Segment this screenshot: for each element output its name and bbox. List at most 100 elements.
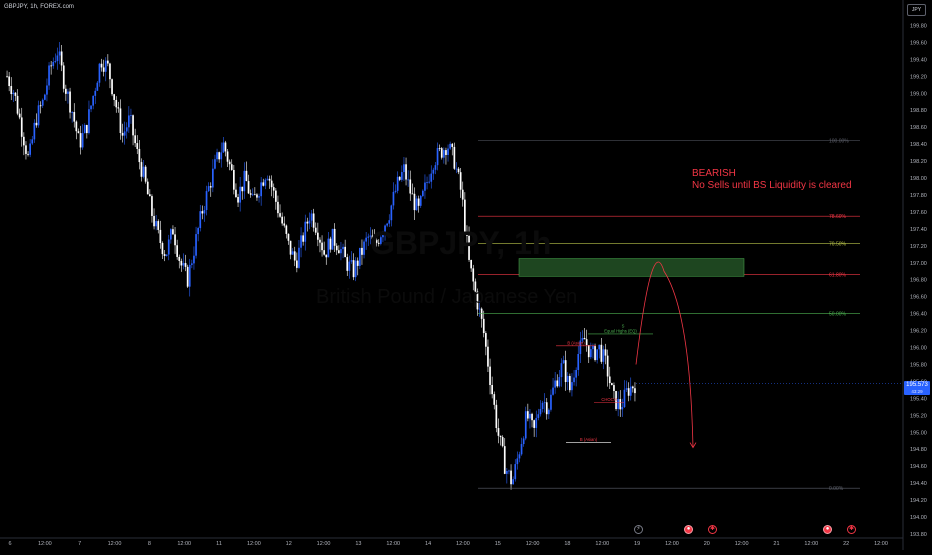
candle-body bbox=[20, 117, 23, 137]
candle-body bbox=[323, 250, 325, 255]
candle-body bbox=[111, 79, 113, 95]
candle-body bbox=[569, 375, 571, 391]
candle-body bbox=[453, 146, 456, 169]
candle-body bbox=[432, 169, 435, 174]
candle-body bbox=[415, 198, 418, 211]
candle-body bbox=[209, 186, 212, 188]
candle-body bbox=[478, 308, 481, 310]
price-tick-label: 196.80 bbox=[910, 278, 927, 284]
candle-body bbox=[226, 151, 229, 162]
candle-body bbox=[157, 221, 160, 230]
candle-body bbox=[281, 216, 283, 224]
fib-level-label: 100.00% bbox=[829, 139, 849, 145]
time-tick-label: 13 bbox=[355, 541, 361, 547]
fib-level-label: 61.80% bbox=[829, 273, 847, 279]
candle-body bbox=[23, 136, 25, 146]
candle-body bbox=[119, 108, 122, 133]
price-tick-label: 196.00 bbox=[910, 346, 927, 352]
candle-body bbox=[493, 394, 496, 405]
candle-body bbox=[31, 139, 34, 144]
time-tick-label: 12:00 bbox=[247, 541, 261, 547]
candle-body bbox=[512, 479, 514, 485]
candle-body bbox=[495, 404, 498, 429]
candle-body bbox=[556, 380, 559, 387]
price-tick-label: 199.40 bbox=[910, 57, 927, 63]
candle-body bbox=[499, 435, 502, 438]
candle-body bbox=[531, 413, 533, 421]
candle-body bbox=[170, 229, 172, 240]
candle-body bbox=[575, 369, 577, 378]
candle-body bbox=[447, 148, 449, 155]
currency-badge[interactable]: JPY bbox=[907, 4, 926, 16]
candle-body bbox=[476, 291, 479, 310]
lightning-icon[interactable]: ⚡ bbox=[634, 525, 643, 534]
price-tick-label: 197.80 bbox=[910, 193, 927, 199]
candle-body bbox=[510, 470, 512, 485]
candle-body bbox=[176, 245, 178, 257]
candles-layer bbox=[6, 42, 636, 490]
candle-body bbox=[564, 360, 567, 383]
candle-body bbox=[560, 363, 563, 378]
candle-body bbox=[52, 61, 55, 67]
candle-body bbox=[184, 263, 187, 267]
price-tick-label: 198.60 bbox=[910, 125, 927, 131]
candle-body bbox=[331, 228, 334, 250]
candle-body bbox=[243, 170, 246, 192]
candle-body bbox=[466, 231, 468, 236]
candle-body bbox=[613, 385, 615, 392]
candle-body bbox=[155, 221, 157, 227]
candle-body bbox=[191, 263, 193, 265]
candle-body bbox=[455, 168, 458, 170]
candle-body bbox=[409, 179, 412, 194]
candle-body bbox=[140, 162, 143, 177]
candle-body bbox=[354, 260, 357, 278]
price-tick-label: 199.60 bbox=[910, 40, 927, 46]
candle-body bbox=[382, 233, 384, 238]
candle-body bbox=[634, 388, 636, 394]
candle-body bbox=[497, 428, 500, 436]
economic-event-icon[interactable]: ✱ bbox=[708, 525, 717, 534]
candle-body bbox=[527, 411, 529, 419]
economic-event-icon[interactable]: ● bbox=[684, 525, 693, 534]
candle-body bbox=[333, 228, 336, 246]
price-tick-label: 195.80 bbox=[910, 362, 927, 368]
bearish-annotation[interactable]: BEARISH No Sells until BS Liquidity is c… bbox=[692, 168, 852, 192]
time-tick-label: 6 bbox=[8, 541, 11, 547]
economic-event-icon[interactable]: ✱ bbox=[847, 525, 856, 534]
time-tick-label: 21 bbox=[773, 541, 779, 547]
candle-body bbox=[149, 194, 151, 197]
candle-body bbox=[470, 259, 472, 269]
candle-body bbox=[600, 344, 603, 362]
candle-body bbox=[482, 318, 485, 334]
candle-body bbox=[514, 464, 517, 480]
candle-body bbox=[419, 195, 422, 206]
candle-body bbox=[428, 181, 430, 183]
candle-body bbox=[426, 182, 428, 183]
price-tick-label: 198.00 bbox=[910, 176, 927, 182]
candle-body bbox=[203, 210, 206, 214]
fibonacci-layer: 100.00% 78.60% 70.50% 61.80% 50.00% 0.00% bbox=[478, 139, 860, 492]
candle-body bbox=[436, 148, 439, 166]
watermark-name: British Pound / Japanese Yen bbox=[316, 286, 578, 308]
candle-body bbox=[69, 91, 71, 113]
price-tick-label: 193.80 bbox=[910, 532, 927, 538]
economic-event-icon[interactable]: ● bbox=[823, 525, 832, 534]
candle-body bbox=[606, 355, 609, 377]
candle-body bbox=[90, 105, 92, 110]
candle-body bbox=[472, 268, 475, 282]
symbol-header[interactable]: GBPJPY, 1h, FOREX.com bbox=[4, 4, 74, 10]
candle-body bbox=[109, 63, 111, 80]
candle-body bbox=[161, 242, 164, 255]
candle-body bbox=[258, 196, 260, 198]
time-tick-label: 12:00 bbox=[108, 541, 122, 547]
candle-body bbox=[487, 346, 489, 367]
candle-body bbox=[37, 105, 40, 126]
time-tick-label: 12 bbox=[286, 541, 292, 547]
candle-body bbox=[632, 386, 634, 389]
candle-body bbox=[394, 190, 397, 192]
candle-body bbox=[115, 99, 118, 108]
candle-body bbox=[268, 178, 271, 181]
candle-body bbox=[94, 90, 97, 96]
